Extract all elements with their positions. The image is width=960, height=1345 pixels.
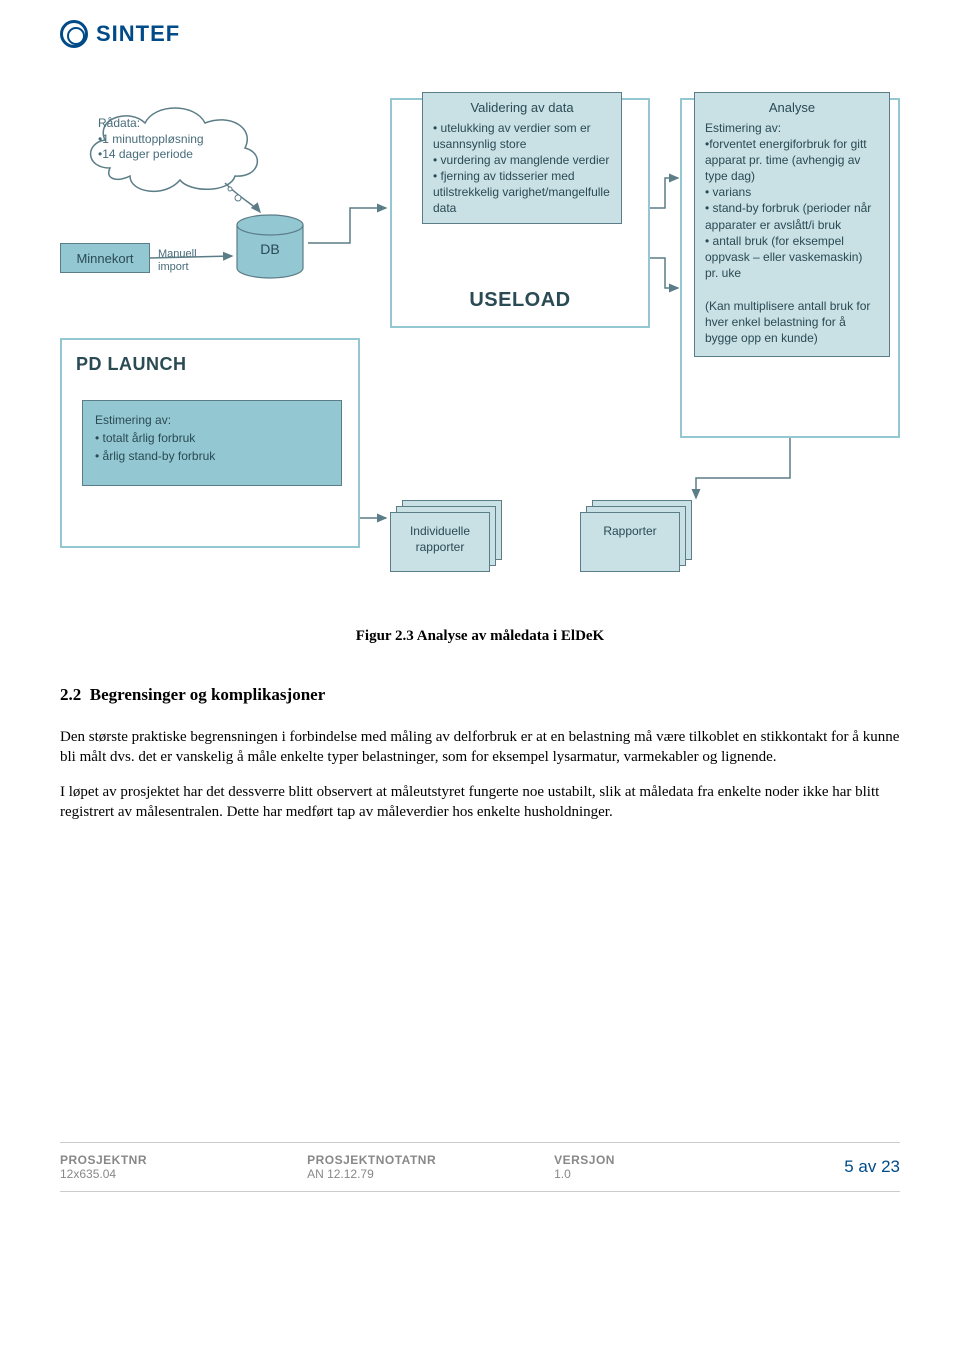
pdlaunch-label: PD LAUNCH [76, 354, 187, 375]
analyse-panel: Analyse Estimering av: •forventet energi… [694, 92, 890, 357]
sintef-logo: SINTEF [60, 20, 900, 48]
paragraph-1: Den største praktiske begrensningen i fo… [60, 727, 900, 768]
db-node: DB [235, 213, 305, 273]
individuelle-label: Individuelle rapporter [390, 524, 490, 555]
db-label: DB [235, 241, 305, 257]
useload-container: Validering av data • utelukking av verdi… [390, 98, 650, 328]
useload-label: USELOAD [392, 289, 648, 312]
cloud-title: Rådata: [98, 116, 140, 130]
page-footer: PROSJEKTNR 12x635.04 PROSJEKTNOTATNR AN … [60, 1142, 900, 1192]
page-number: 5 av 23 [801, 1157, 900, 1177]
analyse-container: Analyse Estimering av: •forventet energi… [680, 98, 900, 438]
footer-col-versjon: VERSJON 1.0 [554, 1153, 801, 1181]
figure-caption: Figur 2.3 Analyse av måledata i ElDeK [60, 628, 900, 645]
rapporter-label: Rapporter [580, 524, 680, 540]
minnekort-node: Minnekort [60, 243, 150, 273]
manuell-label: Manuell import [158, 248, 197, 274]
pdlaunch-container: PD LAUNCH Estimering av: • totalt årlig … [60, 338, 360, 548]
cloud-b2: 14 dager periode [102, 147, 193, 161]
estimering-panel: Estimering av: • totalt årlig forbruk • … [82, 400, 342, 486]
validering-panel: Validering av data • utelukking av verdi… [422, 92, 622, 224]
footer-col-notatnr: PROSJEKTNOTATNR AN 12.12.79 [307, 1153, 554, 1181]
logo-icon [60, 20, 88, 48]
footer-col-prosjektnr: PROSJEKTNR 12x635.04 [60, 1153, 307, 1181]
validering-title: Validering av data [433, 99, 611, 117]
paragraph-2: I løpet av prosjektet har det dessverre … [60, 782, 900, 823]
section-heading: 2.2 Begrensinger og komplikasjoner [60, 685, 900, 705]
logo-text: SINTEF [96, 21, 180, 47]
cloud-b1: 1 minuttoppløsning [102, 132, 203, 146]
cloud-node: Rådata: •1 minuttoppløsning •14 dager pe… [80, 98, 260, 188]
analyse-title: Analyse [705, 99, 879, 117]
flowchart-diagram: Rådata: •1 minuttoppløsning •14 dager pe… [60, 88, 900, 598]
